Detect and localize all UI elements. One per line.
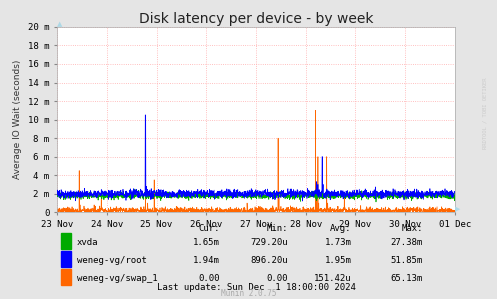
Text: ▶: ▶ — [455, 206, 460, 212]
Text: weneg-vg/swap_1: weneg-vg/swap_1 — [77, 274, 158, 283]
Text: 729.20u: 729.20u — [250, 238, 288, 247]
Text: 65.13m: 65.13m — [391, 274, 423, 283]
Text: 1.95m: 1.95m — [325, 256, 351, 265]
Text: ▲: ▲ — [57, 21, 63, 27]
Text: 0.00: 0.00 — [266, 274, 288, 283]
Text: Cur:: Cur: — [199, 224, 220, 233]
Text: Last update: Sun Dec  1 18:00:00 2024: Last update: Sun Dec 1 18:00:00 2024 — [157, 283, 355, 292]
Text: 1.94m: 1.94m — [193, 256, 220, 265]
Bar — [61, 233, 71, 249]
Text: 1.73m: 1.73m — [325, 238, 351, 247]
Text: Max:: Max: — [402, 224, 423, 233]
Text: 51.85m: 51.85m — [391, 256, 423, 265]
Text: 896.20u: 896.20u — [250, 256, 288, 265]
Text: Avg:: Avg: — [330, 224, 351, 233]
Text: RRDTOOL / TOBI OETIKER: RRDTOOL / TOBI OETIKER — [482, 78, 487, 150]
Text: 0.00: 0.00 — [199, 274, 220, 283]
Text: xvda: xvda — [77, 238, 98, 247]
Y-axis label: Average IO Wait (seconds): Average IO Wait (seconds) — [13, 60, 22, 179]
Text: Min:: Min: — [266, 224, 288, 233]
Text: weneg-vg/root: weneg-vg/root — [77, 256, 147, 265]
Bar — [61, 251, 71, 267]
Title: Disk latency per device - by week: Disk latency per device - by week — [139, 12, 373, 26]
Text: 27.38m: 27.38m — [391, 238, 423, 247]
Text: 151.42u: 151.42u — [314, 274, 351, 283]
Text: 1.65m: 1.65m — [193, 238, 220, 247]
Bar — [61, 269, 71, 285]
Text: Munin 2.0.75: Munin 2.0.75 — [221, 289, 276, 298]
